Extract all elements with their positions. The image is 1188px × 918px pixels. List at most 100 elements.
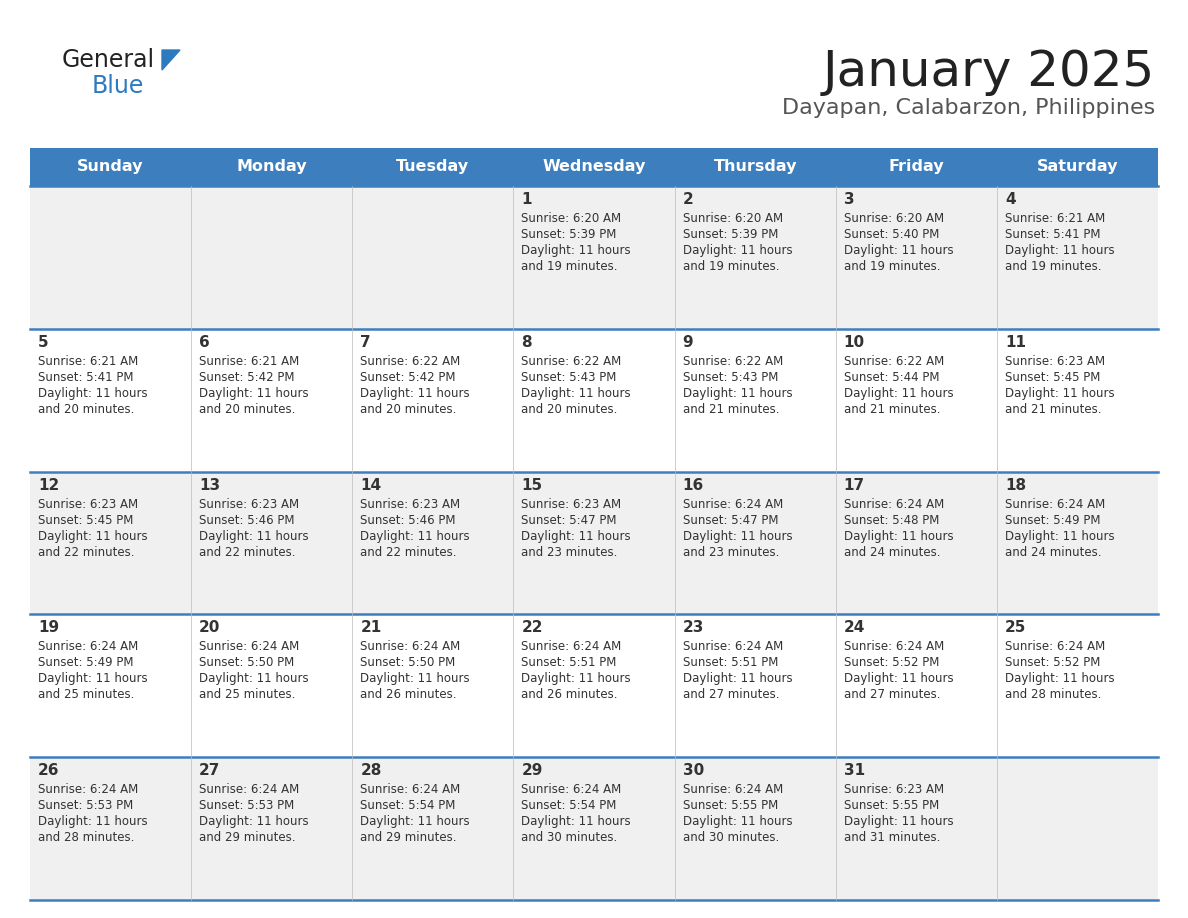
Text: Daylight: 11 hours: Daylight: 11 hours bbox=[522, 386, 631, 400]
Text: and 31 minutes.: and 31 minutes. bbox=[843, 831, 940, 845]
Text: Sunset: 5:49 PM: Sunset: 5:49 PM bbox=[38, 656, 133, 669]
Text: 3: 3 bbox=[843, 192, 854, 207]
Text: and 29 minutes.: and 29 minutes. bbox=[200, 831, 296, 845]
Text: Daylight: 11 hours: Daylight: 11 hours bbox=[522, 672, 631, 686]
Text: Daylight: 11 hours: Daylight: 11 hours bbox=[843, 530, 953, 543]
Text: Sunset: 5:53 PM: Sunset: 5:53 PM bbox=[38, 800, 133, 812]
Text: 2: 2 bbox=[683, 192, 694, 207]
Text: and 26 minutes.: and 26 minutes. bbox=[360, 688, 456, 701]
Text: and 30 minutes.: and 30 minutes. bbox=[522, 831, 618, 845]
Text: 5: 5 bbox=[38, 335, 49, 350]
Text: Daylight: 11 hours: Daylight: 11 hours bbox=[200, 672, 309, 686]
Text: and 20 minutes.: and 20 minutes. bbox=[38, 403, 134, 416]
Text: Sunrise: 6:24 AM: Sunrise: 6:24 AM bbox=[38, 641, 138, 654]
Text: Sunset: 5:42 PM: Sunset: 5:42 PM bbox=[200, 371, 295, 384]
Text: Daylight: 11 hours: Daylight: 11 hours bbox=[200, 815, 309, 828]
Bar bbox=[30, 186, 1158, 329]
Text: Daylight: 11 hours: Daylight: 11 hours bbox=[200, 386, 309, 400]
Text: and 23 minutes.: and 23 minutes. bbox=[683, 545, 779, 558]
Text: 24: 24 bbox=[843, 621, 865, 635]
Text: 25: 25 bbox=[1005, 621, 1026, 635]
Text: Daylight: 11 hours: Daylight: 11 hours bbox=[360, 530, 470, 543]
Text: Daylight: 11 hours: Daylight: 11 hours bbox=[683, 672, 792, 686]
Text: Sunset: 5:53 PM: Sunset: 5:53 PM bbox=[200, 800, 295, 812]
Text: 31: 31 bbox=[843, 763, 865, 778]
Text: and 30 minutes.: and 30 minutes. bbox=[683, 831, 779, 845]
Text: 30: 30 bbox=[683, 763, 703, 778]
Text: Daylight: 11 hours: Daylight: 11 hours bbox=[683, 386, 792, 400]
Text: 19: 19 bbox=[38, 621, 59, 635]
Text: Daylight: 11 hours: Daylight: 11 hours bbox=[360, 672, 470, 686]
Text: 14: 14 bbox=[360, 477, 381, 493]
Text: Sunrise: 6:24 AM: Sunrise: 6:24 AM bbox=[683, 783, 783, 796]
Text: 10: 10 bbox=[843, 335, 865, 350]
Text: 13: 13 bbox=[200, 477, 220, 493]
Text: 8: 8 bbox=[522, 335, 532, 350]
Text: Sunrise: 6:22 AM: Sunrise: 6:22 AM bbox=[360, 354, 461, 368]
Text: 7: 7 bbox=[360, 335, 371, 350]
Text: and 22 minutes.: and 22 minutes. bbox=[38, 545, 134, 558]
Bar bbox=[513, 148, 675, 186]
Text: Sunrise: 6:24 AM: Sunrise: 6:24 AM bbox=[360, 641, 461, 654]
Text: Daylight: 11 hours: Daylight: 11 hours bbox=[843, 244, 953, 257]
Text: Daylight: 11 hours: Daylight: 11 hours bbox=[38, 386, 147, 400]
Text: Sunset: 5:50 PM: Sunset: 5:50 PM bbox=[200, 656, 295, 669]
Text: Sunrise: 6:21 AM: Sunrise: 6:21 AM bbox=[200, 354, 299, 368]
Text: and 26 minutes.: and 26 minutes. bbox=[522, 688, 618, 701]
Text: and 22 minutes.: and 22 minutes. bbox=[200, 545, 296, 558]
Text: Sunset: 5:40 PM: Sunset: 5:40 PM bbox=[843, 228, 939, 241]
Text: 11: 11 bbox=[1005, 335, 1026, 350]
Text: Daylight: 11 hours: Daylight: 11 hours bbox=[843, 386, 953, 400]
Text: Sunrise: 6:22 AM: Sunrise: 6:22 AM bbox=[843, 354, 944, 368]
Bar bbox=[191, 148, 353, 186]
Text: and 24 minutes.: and 24 minutes. bbox=[1005, 545, 1101, 558]
Text: Daylight: 11 hours: Daylight: 11 hours bbox=[1005, 244, 1114, 257]
Text: Sunset: 5:45 PM: Sunset: 5:45 PM bbox=[1005, 371, 1100, 384]
Text: and 20 minutes.: and 20 minutes. bbox=[200, 403, 296, 416]
Text: Tuesday: Tuesday bbox=[397, 160, 469, 174]
Text: Sunset: 5:54 PM: Sunset: 5:54 PM bbox=[522, 800, 617, 812]
Text: Daylight: 11 hours: Daylight: 11 hours bbox=[360, 815, 470, 828]
Text: Daylight: 11 hours: Daylight: 11 hours bbox=[1005, 386, 1114, 400]
Bar bbox=[30, 329, 1158, 472]
Text: and 22 minutes.: and 22 minutes. bbox=[360, 545, 456, 558]
Text: Daylight: 11 hours: Daylight: 11 hours bbox=[522, 244, 631, 257]
Text: and 27 minutes.: and 27 minutes. bbox=[683, 688, 779, 701]
Text: Daylight: 11 hours: Daylight: 11 hours bbox=[522, 530, 631, 543]
Text: Sunset: 5:45 PM: Sunset: 5:45 PM bbox=[38, 513, 133, 527]
Text: Sunset: 5:42 PM: Sunset: 5:42 PM bbox=[360, 371, 456, 384]
Text: Daylight: 11 hours: Daylight: 11 hours bbox=[1005, 530, 1114, 543]
Text: Sunset: 5:55 PM: Sunset: 5:55 PM bbox=[843, 800, 939, 812]
Text: Sunset: 5:46 PM: Sunset: 5:46 PM bbox=[200, 513, 295, 527]
Text: Sunset: 5:41 PM: Sunset: 5:41 PM bbox=[1005, 228, 1100, 241]
Text: and 29 minutes.: and 29 minutes. bbox=[360, 831, 456, 845]
Text: 26: 26 bbox=[38, 763, 59, 778]
Text: and 24 minutes.: and 24 minutes. bbox=[843, 545, 940, 558]
Text: Sunset: 5:47 PM: Sunset: 5:47 PM bbox=[683, 513, 778, 527]
Text: 22: 22 bbox=[522, 621, 543, 635]
Polygon shape bbox=[162, 50, 181, 70]
Text: Daylight: 11 hours: Daylight: 11 hours bbox=[200, 530, 309, 543]
Text: Sunrise: 6:24 AM: Sunrise: 6:24 AM bbox=[683, 641, 783, 654]
Text: Sunrise: 6:24 AM: Sunrise: 6:24 AM bbox=[1005, 641, 1105, 654]
Text: Sunrise: 6:20 AM: Sunrise: 6:20 AM bbox=[522, 212, 621, 225]
Text: 9: 9 bbox=[683, 335, 693, 350]
Text: Sunrise: 6:24 AM: Sunrise: 6:24 AM bbox=[1005, 498, 1105, 510]
Text: Daylight: 11 hours: Daylight: 11 hours bbox=[1005, 672, 1114, 686]
Text: 4: 4 bbox=[1005, 192, 1016, 207]
Text: Sunrise: 6:22 AM: Sunrise: 6:22 AM bbox=[683, 354, 783, 368]
Text: Sunrise: 6:24 AM: Sunrise: 6:24 AM bbox=[38, 783, 138, 796]
Text: Sunrise: 6:24 AM: Sunrise: 6:24 AM bbox=[683, 498, 783, 510]
Bar bbox=[675, 148, 835, 186]
Bar bbox=[30, 614, 1158, 757]
Text: Sunset: 5:51 PM: Sunset: 5:51 PM bbox=[683, 656, 778, 669]
Text: Friday: Friday bbox=[889, 160, 944, 174]
Text: Sunrise: 6:20 AM: Sunrise: 6:20 AM bbox=[683, 212, 783, 225]
Text: Sunrise: 6:20 AM: Sunrise: 6:20 AM bbox=[843, 212, 943, 225]
Text: Daylight: 11 hours: Daylight: 11 hours bbox=[683, 244, 792, 257]
Text: Daylight: 11 hours: Daylight: 11 hours bbox=[683, 530, 792, 543]
Text: Sunrise: 6:24 AM: Sunrise: 6:24 AM bbox=[843, 641, 944, 654]
Text: Sunrise: 6:23 AM: Sunrise: 6:23 AM bbox=[38, 498, 138, 510]
Text: 17: 17 bbox=[843, 477, 865, 493]
Text: Sunrise: 6:24 AM: Sunrise: 6:24 AM bbox=[200, 783, 299, 796]
